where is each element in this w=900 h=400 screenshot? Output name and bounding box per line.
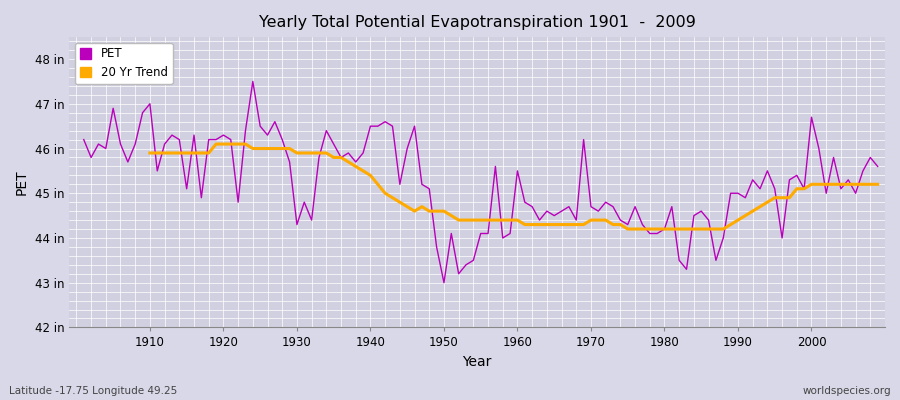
Text: Latitude -17.75 Longitude 49.25: Latitude -17.75 Longitude 49.25 — [9, 386, 177, 396]
Legend: PET, 20 Yr Trend: PET, 20 Yr Trend — [75, 43, 173, 84]
Title: Yearly Total Potential Evapotranspiration 1901  -  2009: Yearly Total Potential Evapotranspiratio… — [258, 15, 696, 30]
X-axis label: Year: Year — [463, 355, 491, 369]
Y-axis label: PET: PET — [15, 169, 29, 195]
Text: worldspecies.org: worldspecies.org — [803, 386, 891, 396]
